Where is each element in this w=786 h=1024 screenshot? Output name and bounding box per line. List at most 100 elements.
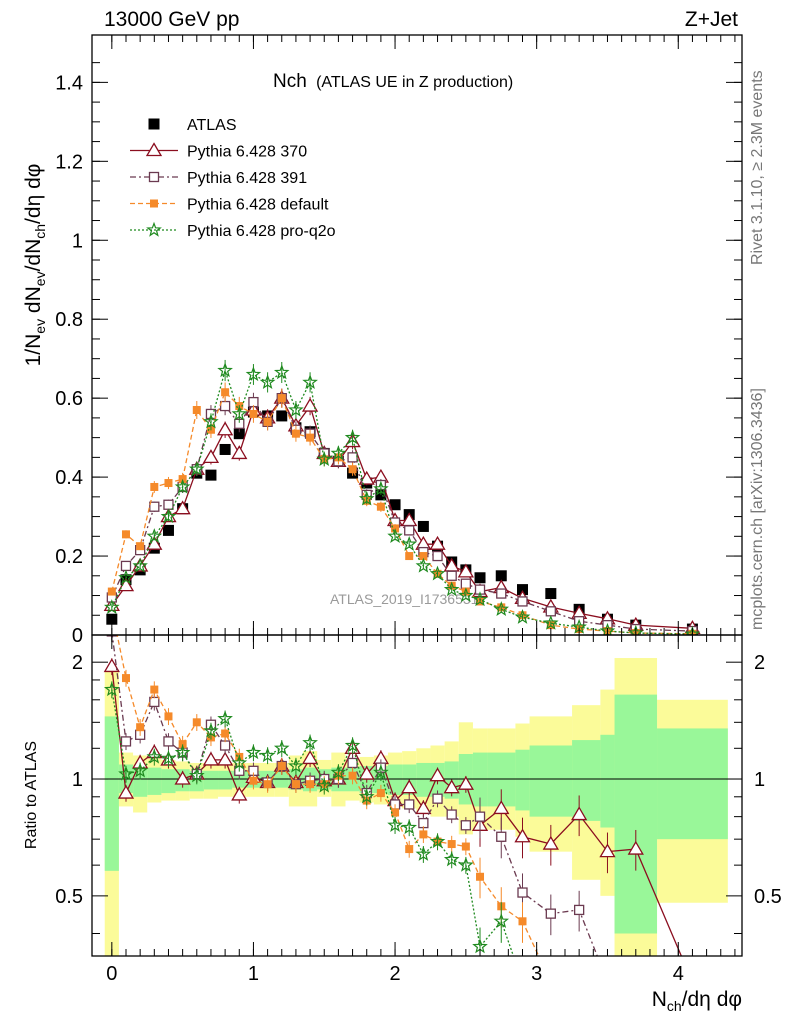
tick-label: 0.2 [55,546,83,568]
ratio-point [603,977,612,986]
ratio-point [277,762,286,771]
ratio-panel-frame [91,634,743,957]
legend-label: Pythia 6.428 391 [187,170,307,187]
data-point [216,421,234,436]
data-point [219,443,231,455]
data-point [458,587,474,603]
legend-item-2: Pythia 6.428 391 [130,170,307,187]
legend-marker [150,199,158,208]
ratio-point [630,976,642,988]
ratio-point [493,800,510,815]
data-point [514,608,531,624]
data-point [217,362,233,378]
energy-label: 13000 GeV pp [104,8,239,31]
data-point [344,429,361,445]
ratio-point [686,976,698,988]
ratio-point [461,842,470,851]
ratio-point [493,913,510,929]
data-point [121,530,130,539]
data-point [149,501,160,512]
tick-label: 2 [754,652,765,674]
ratio-point [202,751,220,766]
band-inner-bin [657,728,728,840]
data-point [447,581,456,590]
tick-label: 4 [673,963,684,985]
tick-label: 3 [531,963,542,985]
ratio-point [415,800,432,815]
ratio-point [348,771,357,780]
data-point [301,397,319,412]
data-point [461,587,470,596]
data-point [120,560,132,572]
data-point [443,581,460,597]
data-point [203,413,219,429]
ratio-point [573,976,585,988]
ratio-point [415,846,432,861]
ratio-point [221,729,230,738]
ratio-point [347,757,358,769]
ratio-point [573,904,585,916]
tick-label: 1.2 [55,151,83,173]
ratio-point [688,978,696,986]
tick-label: 0 [72,625,83,647]
ratio-point [174,770,191,785]
ratio-point [404,799,415,810]
ratio-point [132,762,148,778]
data-point [417,520,429,532]
data-point [684,625,701,635]
band-inner-bin [600,734,615,828]
data-point [107,587,116,596]
ratio-point [496,831,507,842]
legend-item-3: Pythia 6.428 default [130,197,329,214]
ratio-point [160,750,177,766]
data-point [373,480,389,496]
ratio-point [391,808,400,817]
ratio-point [103,658,120,673]
ratio-point [231,786,248,801]
ratio-point [316,777,333,793]
band-inner-bin [416,762,431,797]
ratio-point [178,740,187,749]
ratio-y-label: Ratio to ATLAS [23,741,40,849]
data-point [276,410,288,422]
band-inner-bin [529,745,573,817]
data-point [348,465,357,474]
ratio-point [446,809,457,820]
ratio-point [288,757,304,773]
ratio-point [688,977,697,986]
data-point [387,528,403,544]
ratio-point [460,820,472,831]
process-label: Z+Jet [685,8,738,31]
data-point [316,451,333,466]
tick-label: 1 [754,769,765,791]
ratio-point [419,830,428,839]
ratio-point [599,843,616,858]
ratio-point [458,856,474,872]
ratio-point [358,788,375,804]
data-point [545,606,556,617]
data-point [405,552,414,561]
ratio-point [192,718,201,727]
data-point [174,478,191,494]
plot-title-sub: (ATLAS UE in Z production) [316,74,513,91]
tick-label: 1 [72,769,83,791]
ratio-point [401,779,418,794]
data-point [389,499,401,511]
data-point [432,550,443,562]
data-point [358,490,375,506]
ratio-point [136,723,145,732]
data-point [376,502,385,511]
data-point [221,388,230,397]
data-point [164,479,173,488]
data-point [160,508,177,524]
ratio-point [429,767,446,782]
ratio-point [245,744,262,760]
tick-label: 0.4 [55,467,83,489]
data-point [132,557,148,573]
data-point [163,499,174,510]
band-inner-bin [614,694,658,934]
data-point [231,405,248,421]
tick-label: 0 [106,963,117,985]
data-point [277,394,286,403]
mcplots-label: mcplots.cern.ch [arXiv:1306.3436] [749,388,766,630]
